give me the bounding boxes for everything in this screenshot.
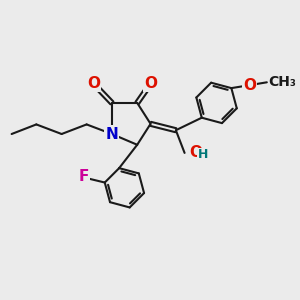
Text: O: O	[243, 78, 256, 93]
Text: O: O	[87, 76, 100, 91]
Text: N: N	[106, 127, 118, 142]
Text: O: O	[189, 146, 202, 160]
Text: O: O	[144, 76, 157, 91]
Text: F: F	[79, 169, 89, 184]
Text: CH₃: CH₃	[268, 75, 296, 89]
Text: H: H	[197, 148, 208, 161]
